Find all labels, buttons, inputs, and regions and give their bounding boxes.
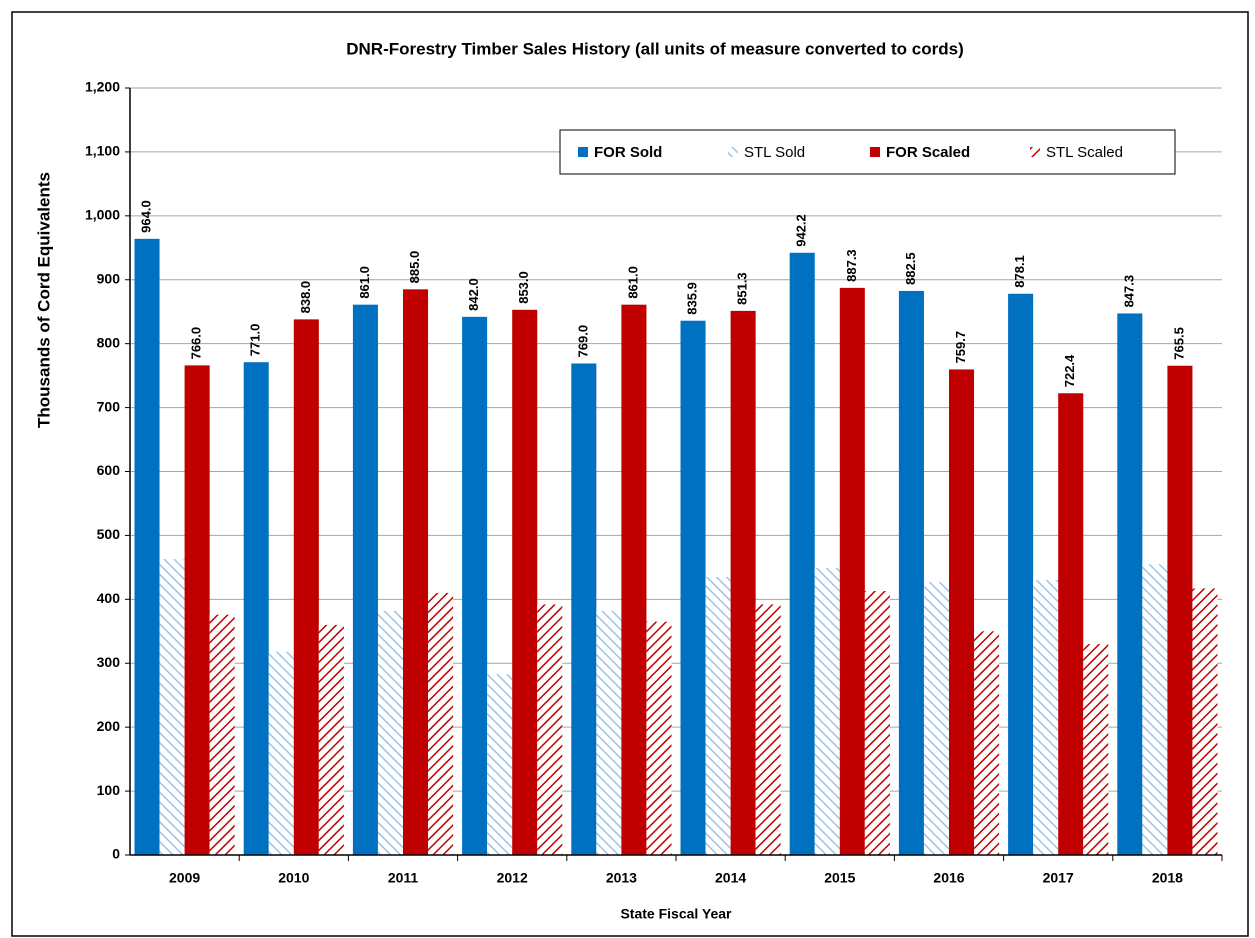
- bar: [184, 365, 210, 855]
- bar: [462, 316, 488, 855]
- value-label: 769.0: [575, 325, 590, 358]
- legend-marker: [870, 147, 880, 157]
- x-tick-label: 2011: [388, 870, 419, 886]
- bar: [755, 604, 781, 855]
- bar: [268, 651, 294, 855]
- value-label: 861.0: [625, 266, 640, 299]
- bar: [621, 304, 647, 855]
- value-label: 759.7: [953, 331, 968, 364]
- legend-marker: [728, 147, 738, 157]
- bar: [1167, 365, 1193, 855]
- y-tick-label: 600: [97, 462, 121, 478]
- y-axis-title: Thousands of Cord Equivalents: [34, 172, 53, 428]
- y-tick-label: 1,100: [85, 143, 120, 159]
- x-tick-label: 2012: [497, 870, 528, 886]
- bar: [1192, 588, 1218, 855]
- x-tick-label: 2017: [1043, 870, 1074, 886]
- y-tick-label: 500: [97, 526, 121, 542]
- y-tick-label: 200: [97, 718, 121, 734]
- bar: [923, 582, 949, 855]
- x-tick-label: 2009: [169, 870, 200, 886]
- y-tick-label: 1,200: [85, 79, 120, 95]
- value-label: 722.4: [1062, 354, 1077, 387]
- bar: [864, 591, 890, 855]
- bar: [596, 610, 622, 855]
- value-label: 964.0: [138, 200, 153, 233]
- chart-title: DNR-Forestry Timber Sales History (all u…: [346, 39, 964, 58]
- bar: [680, 320, 706, 855]
- value-label: 765.5: [1171, 327, 1186, 360]
- bar: [352, 304, 378, 855]
- x-tick-label: 2016: [933, 870, 964, 886]
- value-label: 882.5: [903, 252, 918, 285]
- value-label: 942.2: [794, 214, 809, 247]
- bar: [1008, 293, 1034, 855]
- value-label: 853.0: [516, 271, 531, 304]
- bar: [1142, 564, 1168, 855]
- legend-marker: [1030, 147, 1040, 157]
- y-tick-label: 400: [97, 590, 121, 606]
- bar: [243, 362, 269, 855]
- value-label: 771.0: [248, 324, 263, 357]
- legend-label: FOR Sold: [594, 144, 662, 161]
- value-label: 878.1: [1012, 255, 1027, 288]
- bar: [898, 290, 924, 855]
- bar: [318, 624, 344, 855]
- value-label: 838.0: [298, 281, 313, 314]
- bar: [134, 238, 160, 856]
- bar: [646, 621, 672, 855]
- value-label: 851.3: [735, 272, 750, 305]
- legend-label: STL Sold: [744, 144, 805, 161]
- bar: [377, 610, 403, 855]
- bar: [293, 319, 319, 856]
- y-tick-label: 0: [112, 846, 120, 862]
- value-label: 861.0: [357, 266, 372, 299]
- x-axis-title: State Fiscal Year: [620, 906, 732, 922]
- bar: [512, 309, 538, 855]
- y-tick-label: 1,000: [85, 207, 120, 223]
- x-tick-label: 2010: [278, 870, 309, 886]
- y-tick-label: 700: [97, 398, 121, 414]
- value-label: 887.3: [844, 249, 859, 282]
- legend-marker: [578, 147, 588, 157]
- bar: [571, 363, 597, 855]
- x-tick-label: 2014: [715, 870, 746, 886]
- bar: [1083, 644, 1109, 855]
- bar: [1033, 580, 1059, 855]
- bar: [839, 287, 865, 855]
- y-tick-label: 800: [97, 334, 121, 350]
- bar: [705, 576, 731, 855]
- bar: [159, 559, 185, 855]
- bar: [789, 252, 815, 855]
- value-label: 766.0: [189, 327, 204, 360]
- bar: [1117, 313, 1143, 855]
- bar: [537, 604, 563, 855]
- x-tick-label: 2018: [1152, 870, 1183, 886]
- value-label: 847.3: [1121, 275, 1136, 308]
- y-tick-label: 900: [97, 270, 121, 286]
- legend-label: STL Scaled: [1046, 144, 1123, 161]
- bar: [487, 674, 513, 855]
- value-label: 842.0: [466, 278, 481, 311]
- value-label: 885.0: [407, 251, 422, 284]
- y-tick-label: 300: [97, 654, 121, 670]
- x-tick-label: 2015: [824, 870, 855, 886]
- x-tick-label: 2013: [606, 870, 637, 886]
- bar: [730, 310, 756, 855]
- bar: [974, 631, 1000, 855]
- legend-box: [559, 129, 1176, 175]
- bar: [1058, 393, 1084, 855]
- y-tick-label: 100: [97, 782, 121, 798]
- legend-label: FOR Scaled: [886, 144, 970, 161]
- bar: [428, 592, 454, 855]
- bar: [403, 289, 429, 855]
- bar: [209, 614, 235, 855]
- bar: [949, 369, 975, 855]
- bar: [814, 568, 840, 855]
- value-label: 835.9: [684, 282, 699, 315]
